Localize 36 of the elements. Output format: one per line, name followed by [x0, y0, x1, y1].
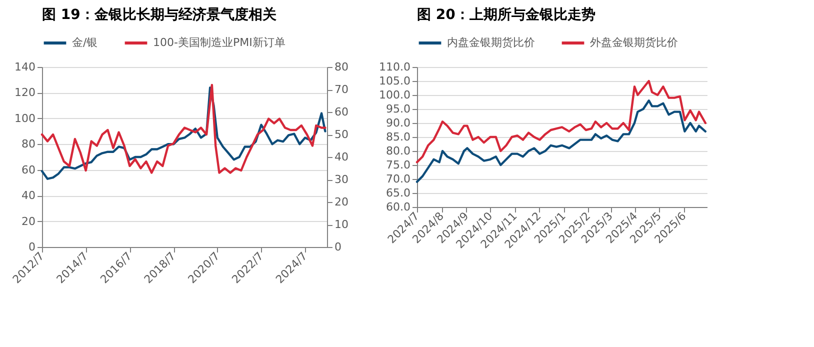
- legend-label: 100-美国制造业PMI新订单: [153, 36, 286, 49]
- y2-tick-label: 30: [334, 173, 348, 186]
- legend-label: 内盘金银期货比价: [447, 36, 535, 49]
- chart-title: 图 19：金银比长期与经济景气度相关: [42, 6, 276, 23]
- y-tick-label: 80.0: [386, 144, 410, 158]
- y-tick-label: 110.0: [379, 60, 410, 74]
- y-tick-label: 75.0: [386, 158, 410, 172]
- y2-tick-label: 50: [334, 128, 348, 141]
- y-tick-label: 70.0: [386, 172, 410, 186]
- y2-tick-label: 0: [334, 240, 342, 254]
- y2-tick-label: 80: [334, 60, 348, 74]
- line-series: [416, 80, 707, 164]
- y-tick-label: 0: [28, 240, 36, 254]
- y-tick-label: 90.0: [386, 116, 410, 130]
- y-tick-label: 120: [14, 86, 36, 100]
- y-tick-label: 85.0: [386, 130, 410, 144]
- y-tick-label: 100.0: [379, 88, 410, 102]
- line-series: [416, 100, 707, 183]
- legend-label: 外盘金银期货比价: [590, 36, 678, 49]
- y-tick-label: 40: [22, 189, 36, 202]
- y-tick-label: 60: [22, 163, 36, 176]
- y-tick-label: 80: [22, 138, 36, 151]
- y2-tick-label: 10: [334, 218, 348, 231]
- legend-label: 金/银: [72, 36, 98, 49]
- y-tick-label: 100: [14, 112, 36, 125]
- y2-tick-label: 20: [334, 196, 348, 208]
- y-tick-label: 95.0: [386, 102, 410, 116]
- y2-tick-label: 40: [334, 150, 348, 164]
- y-tick-label: 140: [14, 60, 36, 74]
- y-tick-label: 60.0: [386, 200, 410, 214]
- y2-tick-label: 70: [334, 83, 348, 96]
- chart-title: 图 20：上期所与金银比走势: [417, 7, 596, 23]
- y-tick-label: 105.0: [379, 74, 410, 88]
- y-tick-label: 65.0: [386, 186, 410, 200]
- y-tick-label: 20: [22, 214, 36, 228]
- y2-tick-label: 60: [334, 106, 348, 118]
